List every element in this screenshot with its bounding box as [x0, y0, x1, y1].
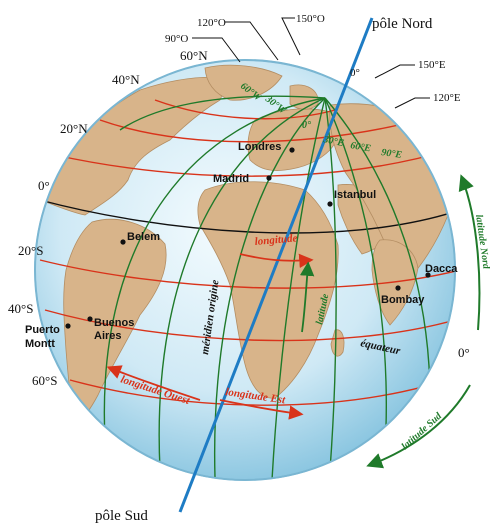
meridian-6 — [324, 97, 387, 451]
arc-0-label: 0° — [302, 120, 311, 131]
meridian-8 — [119, 95, 326, 131]
longitude-ouest-arrow — [106, 365, 201, 401]
greenland — [204, 64, 283, 101]
parallel-40s — [44, 309, 455, 342]
city-madrid: Madrid — [213, 173, 249, 185]
city-puerto: Puerto — [25, 324, 60, 336]
longitude-120w-label: 120°O — [197, 17, 226, 29]
longitude-est-arrow — [219, 399, 304, 420]
latitude-40s-label: 40°S — [8, 301, 33, 316]
city-belem: Belem — [127, 231, 160, 243]
latitude-60s-label: 60°S — [32, 373, 57, 388]
longitude-label: longitude — [254, 232, 298, 248]
meridian-7 — [324, 97, 431, 411]
latitude-20s-label: 20°S — [18, 243, 43, 258]
earth-axis — [178, 17, 374, 513]
latitude-0-label: 0° — [38, 178, 50, 193]
south-pole-label: pôle Sud — [95, 508, 148, 524]
longitude-120e-label: 120°E — [433, 92, 461, 104]
longitude-150w-label: 150°O — [296, 13, 325, 25]
arc-60e-label: 60°E — [349, 140, 372, 154]
city-dacca: Dacca — [425, 263, 458, 275]
city-aires: Aires — [94, 330, 122, 342]
longitude-90w-label: 90°O — [165, 33, 188, 45]
meridian-5 — [324, 97, 337, 471]
madagascar — [330, 329, 345, 357]
parallel-20n — [54, 149, 451, 177]
latitude-sud-arrow — [366, 384, 471, 469]
north-pole-label: pôle Nord — [372, 16, 433, 32]
city-buenos: Buenos — [94, 317, 134, 329]
arc-90e-label: 90°E — [381, 147, 403, 161]
city-istanbul: Istanbul — [334, 189, 376, 201]
meridian-2 — [158, 97, 326, 471]
meridian-4 — [271, 97, 326, 480]
parallel-40n — [99, 119, 421, 143]
latitude-0-right-label: 0° — [458, 345, 470, 360]
latitude-60n-label: 60°N — [180, 48, 208, 63]
globe-outline — [34, 59, 456, 481]
zero-top-label: 0° — [350, 67, 360, 79]
city-bombay: Bombay — [381, 294, 425, 306]
meridian-1 — [103, 97, 326, 441]
latitude-sud-label: latitude Sud — [400, 410, 445, 452]
latitude-nord-arrow — [458, 174, 481, 331]
equator-line — [39, 199, 455, 234]
longitude-arrow — [239, 253, 314, 269]
city-dots — [65, 147, 431, 329]
city-montt: Montt — [25, 338, 55, 350]
meridians — [103, 95, 431, 480]
meridian-3 — [213, 97, 326, 479]
latitude-20n-label: 20°N — [60, 121, 88, 136]
longitude-150e-label: 150°E — [418, 59, 446, 71]
latitude-arrow — [299, 261, 315, 333]
arc-30e-label: 30°E — [321, 134, 345, 149]
africa — [197, 181, 339, 399]
city-londres: Londres — [238, 141, 281, 153]
longitude-leaders — [192, 17, 430, 109]
parallel-20s — [39, 259, 455, 289]
latitude-40n-label: 40°N — [112, 72, 140, 87]
